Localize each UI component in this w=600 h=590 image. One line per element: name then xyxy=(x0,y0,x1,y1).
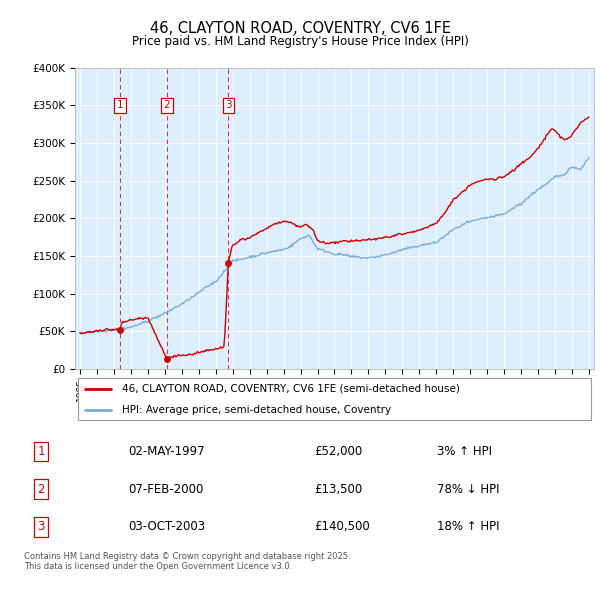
Text: 46, CLAYTON ROAD, COVENTRY, CV6 1FE: 46, CLAYTON ROAD, COVENTRY, CV6 1FE xyxy=(149,21,451,35)
Text: 3: 3 xyxy=(37,520,45,533)
Text: 78% ↓ HPI: 78% ↓ HPI xyxy=(437,483,499,496)
Text: 02-MAY-1997: 02-MAY-1997 xyxy=(128,445,205,458)
Text: HPI: Average price, semi-detached house, Coventry: HPI: Average price, semi-detached house,… xyxy=(122,405,391,415)
Text: 1: 1 xyxy=(37,445,45,458)
Text: £13,500: £13,500 xyxy=(314,483,363,496)
Text: Price paid vs. HM Land Registry's House Price Index (HPI): Price paid vs. HM Land Registry's House … xyxy=(131,35,469,48)
Text: 2: 2 xyxy=(163,100,170,110)
Text: 03-OCT-2003: 03-OCT-2003 xyxy=(128,520,206,533)
Text: £140,500: £140,500 xyxy=(314,520,370,533)
Text: 46, CLAYTON ROAD, COVENTRY, CV6 1FE (semi-detached house): 46, CLAYTON ROAD, COVENTRY, CV6 1FE (sem… xyxy=(122,384,460,394)
Text: 3: 3 xyxy=(225,100,232,110)
FancyBboxPatch shape xyxy=(77,378,592,419)
Text: £52,000: £52,000 xyxy=(314,445,363,458)
Text: 2: 2 xyxy=(37,483,45,496)
Text: 18% ↑ HPI: 18% ↑ HPI xyxy=(437,520,499,533)
Text: 07-FEB-2000: 07-FEB-2000 xyxy=(128,483,204,496)
Text: 3% ↑ HPI: 3% ↑ HPI xyxy=(437,445,492,458)
Text: 1: 1 xyxy=(116,100,123,110)
Text: Contains HM Land Registry data © Crown copyright and database right 2025.
This d: Contains HM Land Registry data © Crown c… xyxy=(24,552,350,571)
